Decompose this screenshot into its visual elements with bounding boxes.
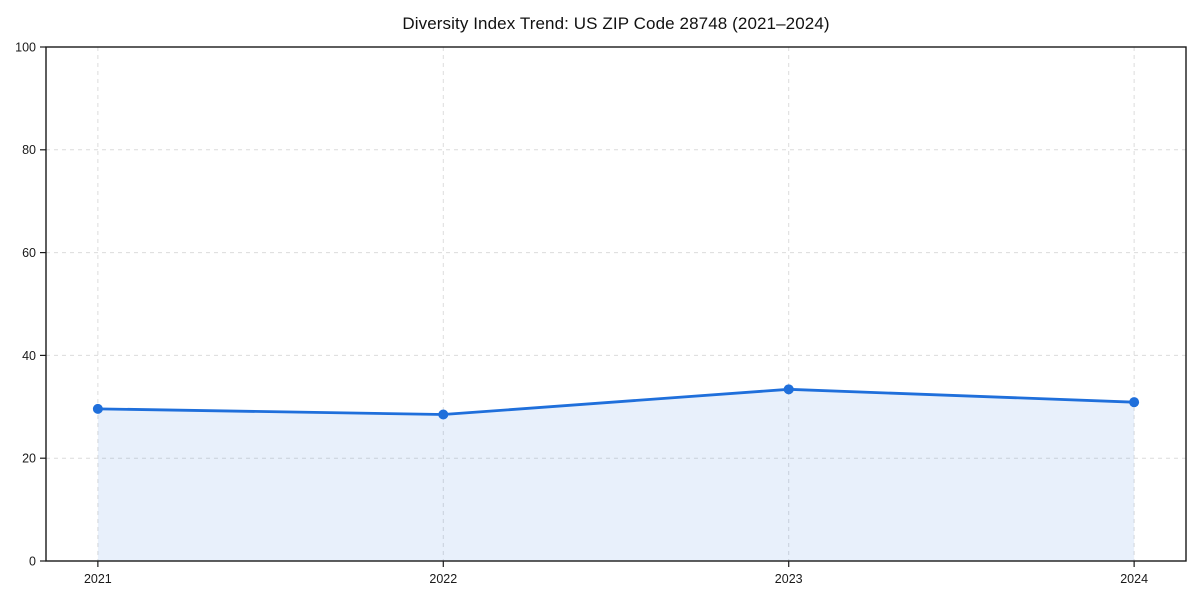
data-point	[92, 403, 103, 414]
data-point	[783, 384, 794, 395]
x-tick-label: 2023	[775, 572, 803, 586]
x-tick-label: 2021	[84, 572, 112, 586]
area-fill	[97, 389, 1135, 561]
x-tick-label: 2022	[429, 572, 457, 586]
y-tick-label: 80	[22, 143, 36, 157]
data-point	[438, 409, 449, 420]
plot-border	[45, 46, 1187, 562]
y-tick-label: 20	[22, 452, 36, 466]
data-point	[1129, 397, 1140, 408]
trend-line	[96, 387, 1136, 416]
y-tick-label: 40	[22, 349, 36, 363]
x-tick-label: 2024	[1120, 572, 1148, 586]
y-tick-label: 100	[15, 40, 36, 54]
chart-title: Diversity Index Trend: US ZIP Code 28748…	[402, 14, 830, 33]
y-tick-label: 0	[29, 554, 36, 568]
y-tick-label: 60	[22, 246, 36, 260]
